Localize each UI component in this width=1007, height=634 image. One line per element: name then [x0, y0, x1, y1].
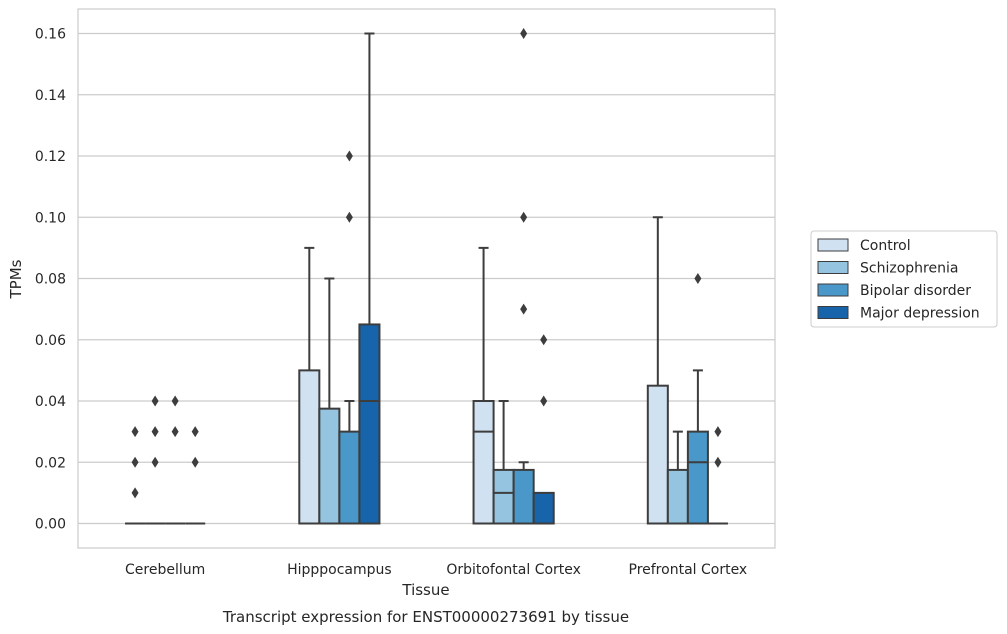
y-tick-label: 0.00	[35, 517, 66, 533]
outlier-point	[694, 273, 702, 284]
box-control-hipppocampus	[298, 246, 321, 525]
x-tick-label: Cerebellum	[125, 562, 205, 578]
grid-lines	[78, 32, 775, 525]
box-control-cerebellum	[125, 426, 146, 525]
y-axis-label: TPMs	[7, 259, 25, 299]
legend-item-major-depression: Major depression	[817, 306, 980, 322]
outlier-point	[151, 426, 159, 438]
legend-label: Control	[860, 238, 911, 254]
outlier-point	[540, 395, 548, 407]
box-body	[646, 384, 669, 525]
box-body	[358, 323, 381, 525]
outlier-point	[131, 487, 139, 499]
legend-swatch	[817, 261, 849, 274]
legend-swatch	[817, 306, 849, 319]
x-tick-label: Orbitofontal Cortex	[446, 562, 581, 578]
box-bipolar-disorder-orbitofontal-cortex	[512, 28, 535, 525]
outlier-point	[171, 395, 179, 407]
y-tick-label: 0.14	[35, 88, 66, 104]
y-tick-labels: 0.00 0.02 0.04 0.06 0.08 0.10 0.12 0.14 0.16	[35, 27, 66, 533]
y-tick-label: 0.06	[35, 333, 66, 349]
legend-label: Major depression	[860, 306, 980, 322]
outlier-point	[151, 395, 159, 407]
legend-label: Schizophrenia	[860, 261, 958, 277]
box-bipolar-disorder-prefrontal-cortex	[686, 273, 709, 525]
box-major-depression-orbitofontal-cortex	[532, 334, 555, 525]
y-tick-label: 0.02	[35, 455, 66, 471]
legend-frame	[810, 230, 998, 328]
box-schizophrenia-prefrontal-cortex	[666, 430, 689, 525]
legend-swatch	[817, 283, 849, 297]
x-axis-label: Tissue	[401, 581, 449, 599]
outlier-point	[520, 211, 528, 223]
y-tick-label: 0.08	[35, 272, 66, 288]
box-body	[318, 407, 341, 525]
box-body	[472, 400, 495, 525]
box-major-depression-prefrontal-cortex	[707, 426, 728, 525]
box-bipolar-disorder-cerebellum	[165, 395, 186, 525]
box-body	[298, 369, 321, 525]
x-tick-labels: Cerebellum Hipppocampus Orbitofontal Corte…	[125, 562, 747, 578]
box-body	[532, 491, 555, 525]
outlier-point	[714, 426, 722, 438]
box-body	[512, 468, 535, 525]
y-tick-label: 0.04	[35, 394, 66, 410]
legend: Control Schizophrenia Bipolar disorder Majo…	[810, 230, 998, 328]
y-tick-label: 0.10	[35, 210, 66, 226]
outlier-point	[191, 456, 199, 468]
box-bipolar-disorder-hipppocampus	[338, 150, 361, 525]
x-tick-label: Hipppocampus	[287, 562, 392, 578]
outlier-point	[345, 150, 353, 162]
legend-swatch	[817, 238, 849, 252]
box-body	[686, 430, 709, 525]
legend-item-control: Control	[817, 238, 911, 254]
outlier-point	[540, 334, 548, 346]
box-major-depression-hipppocampus	[358, 32, 381, 525]
outlier-point	[520, 303, 528, 315]
plot-frame	[77, 8, 776, 549]
outlier-point	[151, 456, 159, 468]
box-body	[338, 430, 361, 525]
outlier-point	[345, 211, 353, 223]
outlier-point	[520, 28, 528, 39]
outlier-point	[191, 426, 199, 438]
outlier-point	[171, 426, 179, 438]
outlier-point	[131, 426, 139, 438]
legend-item-schizophrenia: Schizophrenia	[817, 261, 958, 277]
y-tick-label: 0.16	[35, 27, 66, 43]
box-major-depression-cerebellum	[185, 426, 206, 525]
outlier-point	[131, 456, 139, 468]
box-groups	[125, 28, 728, 525]
box-control-prefrontal-cortex	[646, 216, 669, 525]
outlier-point	[714, 456, 722, 468]
chart-caption: Transcript expression for ENST0000027369…	[222, 608, 629, 626]
y-tick-label: 0.12	[35, 149, 66, 165]
legend-item-bipolar-disorder: Bipolar disorder	[817, 283, 971, 299]
box-schizophrenia-cerebellum	[145, 395, 166, 525]
legend-label: Bipolar disorder	[860, 283, 971, 299]
box-body	[492, 468, 515, 525]
x-tick-label: Prefrontal Cortex	[629, 562, 748, 578]
box-body	[666, 468, 689, 525]
box-control-orbitofontal-cortex	[472, 246, 495, 525]
